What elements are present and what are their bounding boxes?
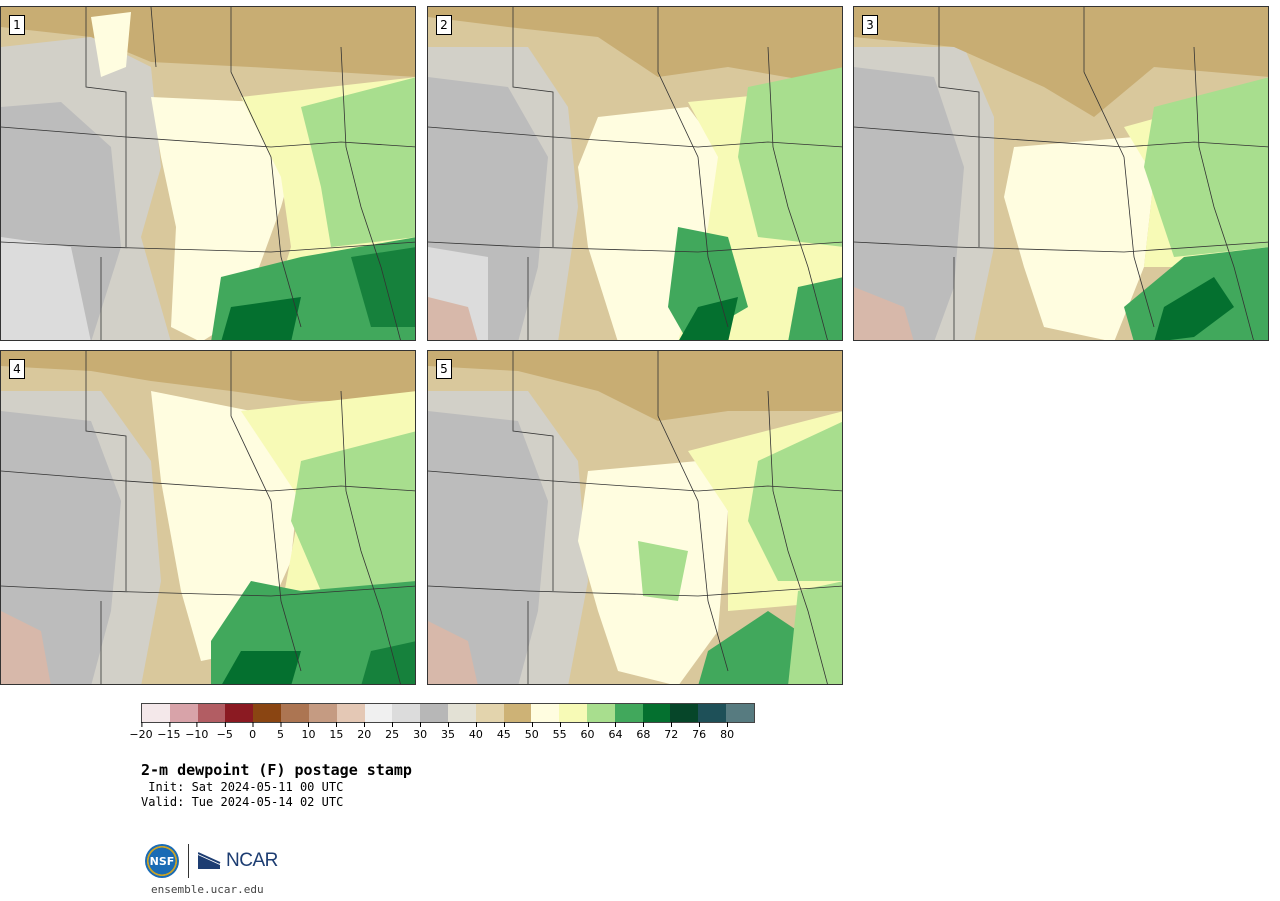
postage-stamp-panel-2: 2 bbox=[427, 6, 843, 341]
colorbar-swatch bbox=[503, 704, 532, 722]
colorbar-tick-label: 68 bbox=[636, 722, 650, 741]
colorbar-swatch bbox=[364, 704, 393, 722]
init-time: Init: Sat 2024-05-11 00 UTC bbox=[141, 780, 344, 794]
postage-stamp-panel-5: 5 bbox=[427, 350, 843, 685]
ncar-logo-text: NCAR bbox=[226, 850, 278, 871]
colorbar-swatch bbox=[475, 704, 504, 722]
colorbar-swatch bbox=[392, 704, 421, 722]
colorbar-tick-label: 50 bbox=[525, 722, 539, 741]
colorbar-tick-label: −15 bbox=[157, 722, 181, 741]
dewpoint-map-2 bbox=[428, 7, 842, 340]
valid-time: Valid: Tue 2024-05-14 02 UTC bbox=[141, 795, 344, 809]
colorbar-tick-label: 35 bbox=[441, 722, 455, 741]
colorbar-tick-label: 30 bbox=[413, 722, 427, 741]
colorbar-swatch bbox=[420, 704, 448, 722]
colorbar-tick-label: 55 bbox=[553, 722, 567, 741]
colorbar-swatch bbox=[559, 704, 587, 722]
colorbar-swatch bbox=[142, 704, 170, 722]
colorbar-swatch bbox=[642, 704, 671, 722]
colorbar-swatch bbox=[281, 704, 309, 722]
colorbar-swatch bbox=[726, 704, 754, 722]
dewpoint-map-1 bbox=[1, 7, 415, 340]
colorbar-swatch bbox=[447, 704, 476, 722]
nsf-logo: NSF bbox=[145, 844, 179, 878]
colorbar-swatch bbox=[531, 704, 560, 722]
dewpoint-map-4 bbox=[1, 351, 415, 684]
colorbar-tick-label: −20 bbox=[129, 722, 153, 741]
colorbar-swatch bbox=[587, 704, 615, 722]
colorbar-tick-label: 5 bbox=[277, 722, 284, 741]
site-url: ensemble.ucar.edu bbox=[151, 883, 264, 896]
colorbar bbox=[141, 703, 755, 723]
logo-divider bbox=[188, 844, 189, 878]
ncar-mark-icon bbox=[198, 852, 221, 869]
panel-number: 5 bbox=[436, 359, 452, 379]
dewpoint-map-5 bbox=[428, 351, 842, 684]
colorbar-tick-label: 10 bbox=[301, 722, 315, 741]
colorbar-swatch bbox=[225, 704, 254, 722]
colorbar-swatch bbox=[197, 704, 226, 722]
colorbar-tick-label: 25 bbox=[385, 722, 399, 741]
postage-stamp-panel-3: 3 bbox=[853, 6, 1269, 341]
panel-number: 1 bbox=[9, 15, 25, 35]
panel-number: 3 bbox=[862, 15, 878, 35]
postage-stamp-panel-4: 4 bbox=[0, 350, 416, 685]
colorbar-tick-label: 15 bbox=[329, 722, 343, 741]
panel-number: 2 bbox=[436, 15, 452, 35]
colorbar-tick-label: 72 bbox=[664, 722, 678, 741]
panel-number: 4 bbox=[9, 359, 25, 379]
colorbar-swatch bbox=[169, 704, 198, 722]
figure-title: 2-m dewpoint (F) postage stamp bbox=[141, 761, 412, 779]
colorbar-swatch bbox=[253, 704, 282, 722]
colorbar-tick-label: 0 bbox=[249, 722, 256, 741]
colorbar-swatch bbox=[614, 704, 643, 722]
ncar-logo: NCAR bbox=[198, 850, 278, 872]
colorbar-tick-label: 45 bbox=[497, 722, 511, 741]
dewpoint-map-3 bbox=[854, 7, 1268, 340]
colorbar-tick-label: −10 bbox=[185, 722, 208, 741]
colorbar-tick-label: −5 bbox=[217, 722, 233, 741]
colorbar-swatch bbox=[308, 704, 337, 722]
colorbar-tick-label: 64 bbox=[608, 722, 622, 741]
colorbar-tick-label: 76 bbox=[692, 722, 706, 741]
postage-stamp-panel-1: 1 bbox=[0, 6, 416, 341]
colorbar-swatch bbox=[698, 704, 727, 722]
colorbar-swatch bbox=[336, 704, 365, 722]
colorbar-swatch bbox=[670, 704, 699, 722]
colorbar-tick-label: 60 bbox=[581, 722, 595, 741]
colorbar-tick-label: 80 bbox=[720, 722, 734, 741]
colorbar-tick-label: 20 bbox=[357, 722, 371, 741]
logo-group: NSF NCAR bbox=[145, 843, 278, 879]
colorbar-tick-label: 40 bbox=[469, 722, 483, 741]
colorbar-ticks: −20 −15 −10 −5 0 5 10 15 20 25 30 35 40 45 50 55 60 64 68 7… bbox=[129, 722, 755, 749]
